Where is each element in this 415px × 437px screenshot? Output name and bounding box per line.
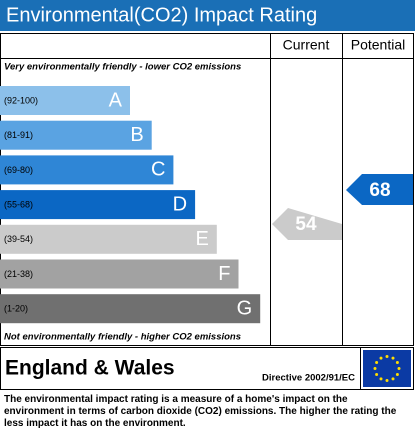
band-letter: C — [151, 159, 165, 181]
current-header: Current — [283, 37, 330, 53]
potential-rating: 68 — [369, 180, 390, 201]
frame — [0, 33, 414, 346]
band-letter: A — [109, 89, 123, 111]
eu-star — [385, 379, 389, 382]
band-bar — [0, 294, 261, 324]
rating-chart: Environmental(CO2) Impact Rating Current… — [0, 0, 415, 390]
band-letter: G — [237, 297, 253, 319]
region: England & Wales — [5, 357, 175, 380]
band-range: (81-91) — [4, 130, 33, 140]
eu-star — [395, 361, 399, 364]
band-range: (39-54) — [4, 234, 33, 244]
eu-star — [385, 355, 389, 358]
band-range: (69-80) — [4, 165, 33, 175]
eu-star — [391, 356, 395, 360]
footer-frame — [0, 347, 414, 390]
band-bar — [0, 190, 196, 220]
band-letter: D — [173, 193, 187, 215]
potential-arrow — [346, 174, 413, 205]
title: Environmental(CO2) Impact Rating — [6, 4, 317, 26]
band-bar — [0, 224, 217, 254]
eu-star — [375, 361, 379, 364]
band-letter: E — [195, 228, 208, 250]
eu-star — [375, 373, 379, 376]
current-arrow — [272, 208, 342, 240]
title-bar — [0, 0, 415, 31]
band-bar — [0, 155, 174, 185]
band-bar — [0, 86, 130, 115]
band-letter: B — [130, 124, 143, 146]
directive: Directive 2002/91/EC — [262, 373, 355, 384]
eu-star — [373, 367, 377, 370]
eu-star — [397, 367, 401, 370]
band-range: (55-68) — [4, 199, 33, 209]
band-letter: F — [218, 263, 230, 285]
eu-star — [391, 377, 395, 381]
current-rating: 54 — [295, 214, 317, 235]
top-note: Very environmentally friendly - lower CO… — [4, 62, 241, 73]
potential-header: Potential — [351, 37, 405, 53]
bottom-note: Not environmentally friendly - higher CO… — [4, 332, 241, 343]
band-range: (1-20) — [4, 304, 28, 314]
band-bar — [0, 120, 152, 150]
band-bar — [0, 259, 239, 289]
eu-star — [379, 356, 383, 360]
band-range: (21-38) — [4, 269, 33, 279]
band-range: (92-100) — [4, 95, 38, 105]
description: The environmental impact rating is a mea… — [4, 394, 397, 429]
eu-stars — [373, 355, 401, 382]
eu-star — [379, 377, 383, 381]
eu-star — [395, 373, 399, 376]
